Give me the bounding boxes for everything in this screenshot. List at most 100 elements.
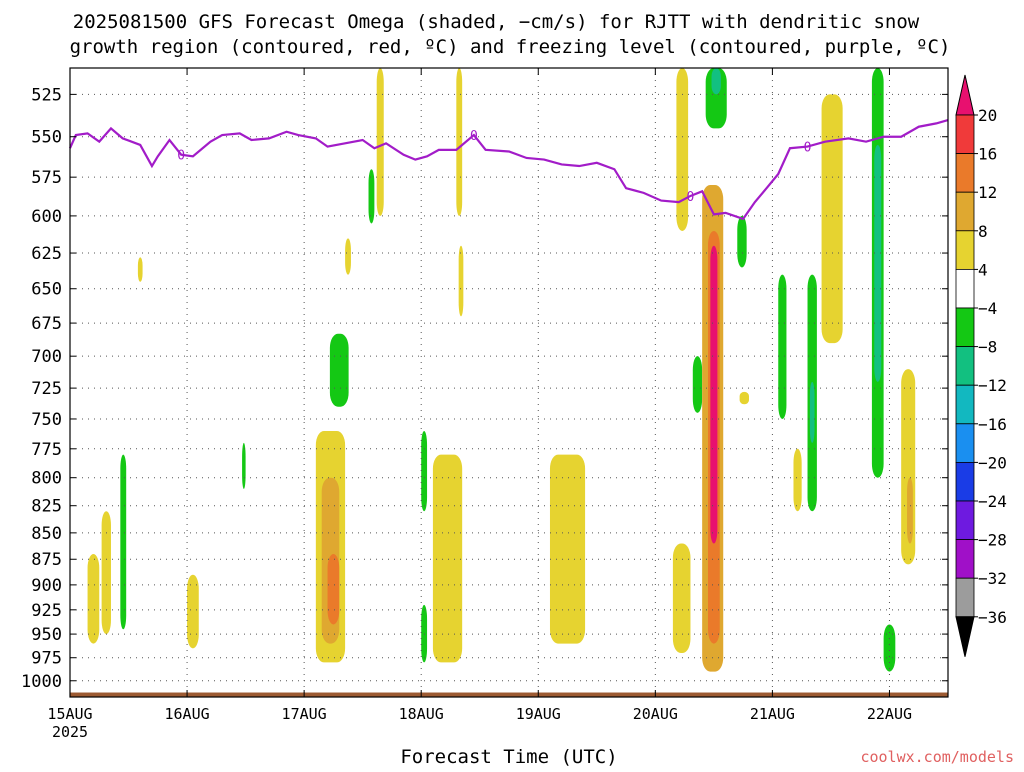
omega-region	[327, 554, 340, 625]
omega-region	[187, 574, 199, 649]
omega-region	[87, 554, 100, 644]
colorbar-label: 16	[978, 145, 997, 164]
x-tick-label: 21AUG	[750, 705, 795, 723]
omega-region	[137, 257, 143, 282]
omega-region	[737, 215, 747, 268]
y-tick-label: 775	[31, 440, 62, 460]
y-tick-label: 875	[31, 550, 62, 570]
chart-title-line-1: 2025081500 GFS Forecast Omega (shaded, −…	[73, 11, 920, 33]
x-axis-label: Forecast Time (UTC)	[400, 746, 617, 768]
colorbar-swatch	[955, 191, 975, 232]
terrain	[70, 692, 948, 697]
watermark: coolwx.com/models	[860, 748, 1014, 766]
freezing-level-label: 0	[804, 141, 812, 156]
plot-area: 0 0 0 0 525 550 575 600 625 650 675 700 725 750 775 800…	[21, 67, 949, 723]
x-axis-year: 2025	[52, 723, 88, 741]
omega-region	[778, 274, 787, 419]
omega-region	[120, 454, 127, 630]
freezing-level-label: 0	[470, 129, 478, 144]
x-tick-label: 17AUG	[282, 705, 327, 723]
colorbar-swatch	[955, 384, 975, 425]
omega-region	[821, 94, 843, 344]
colorbar-label: 8	[978, 222, 988, 241]
colorbar-swatch	[955, 74, 975, 116]
colorbar-swatch	[955, 307, 975, 347]
colorbar-label: −28	[978, 531, 1007, 550]
colorbar-label: −12	[978, 376, 1007, 395]
freezing-level-label: 0	[177, 149, 185, 164]
colorbar-swatch	[955, 268, 975, 309]
omega-region	[376, 68, 384, 216]
freezing-level-label: 0	[687, 190, 695, 205]
freezing-level-contour	[68, 118, 949, 221]
x-tick-label: 15AUG	[47, 705, 92, 723]
y-tick-label: 975	[31, 649, 62, 669]
x-tick-label: 19AUG	[516, 705, 561, 723]
colorbar-swatch	[955, 153, 975, 193]
y-tick-label: 900	[31, 576, 62, 596]
y-tick-label: 625	[31, 244, 62, 264]
omega-region	[242, 442, 246, 490]
colorbar-label: −36	[978, 608, 1007, 627]
omega-region	[705, 68, 727, 129]
x-tick-label: 16AUG	[164, 705, 209, 723]
colorbar-label: −32	[978, 569, 1007, 588]
y-tick-label: 675	[31, 314, 62, 334]
colorbar-label: −4	[978, 299, 997, 318]
y-tick-label: 800	[31, 469, 62, 489]
y-tick-label: 575	[31, 168, 62, 188]
colorbar-swatch	[955, 577, 975, 618]
omega-region	[672, 543, 691, 654]
colorbar-label: 4	[978, 260, 988, 279]
y-tick-label: 700	[31, 347, 62, 367]
y-tick-label: 850	[31, 524, 62, 544]
omega-region	[549, 454, 586, 644]
y-tick-label: 725	[31, 379, 62, 399]
colorbar-label: −8	[978, 338, 997, 357]
omega-region	[739, 391, 749, 405]
omega-region	[368, 169, 375, 224]
x-tick-label: 22AUG	[867, 705, 912, 723]
omega-region	[907, 477, 913, 544]
colorbar-swatch	[955, 539, 975, 579]
colorbar: 20 16 12 8 4 −4 −8 −12 −16 −20 −24 −28 −32 −36	[955, 74, 1007, 657]
omega-region	[421, 431, 428, 512]
omega-region	[883, 624, 896, 672]
colorbar-swatch	[955, 114, 975, 154]
omega-region	[793, 448, 802, 512]
colorbar-label: 20	[978, 106, 997, 125]
omega-region	[458, 245, 464, 317]
omega-region	[874, 144, 882, 382]
colorbar-swatch	[955, 423, 975, 463]
omega-region	[676, 68, 689, 231]
omega-region	[456, 68, 463, 216]
omega-region	[710, 245, 718, 544]
colorbar-swatch	[955, 500, 975, 540]
plot-frame	[69, 67, 949, 698]
omega-region	[809, 381, 815, 443]
omega-region	[101, 511, 111, 635]
colorbar-label: −20	[978, 453, 1007, 472]
colorbar-swatch	[955, 230, 975, 270]
chart-title-line-2: growth region (contoured, red, ºC) and f…	[70, 36, 951, 58]
y-tick-label: 825	[31, 497, 62, 517]
x-tick-label: 20AUG	[633, 705, 678, 723]
y-tick-label: 950	[31, 625, 62, 645]
colorbar-label: −16	[978, 415, 1007, 434]
x-tick-label: 18AUG	[399, 705, 444, 723]
y-tick-label: 550	[31, 128, 62, 148]
colorbar-swatch	[955, 616, 975, 657]
colorbar-swatch	[955, 346, 975, 386]
colorbar-label: 12	[978, 183, 997, 202]
y-tick-label: 525	[31, 85, 62, 105]
y-tick-label: 600	[31, 207, 62, 227]
omega-region	[711, 68, 721, 95]
y-tick-label: 750	[31, 410, 62, 430]
omega-region	[692, 356, 703, 413]
omega-region	[432, 454, 463, 663]
colorbar-label: −24	[978, 492, 1007, 511]
y-tick-label: 1000	[21, 672, 62, 692]
y-tick-label: 925	[31, 601, 62, 621]
y-tick-label: 650	[31, 280, 62, 300]
